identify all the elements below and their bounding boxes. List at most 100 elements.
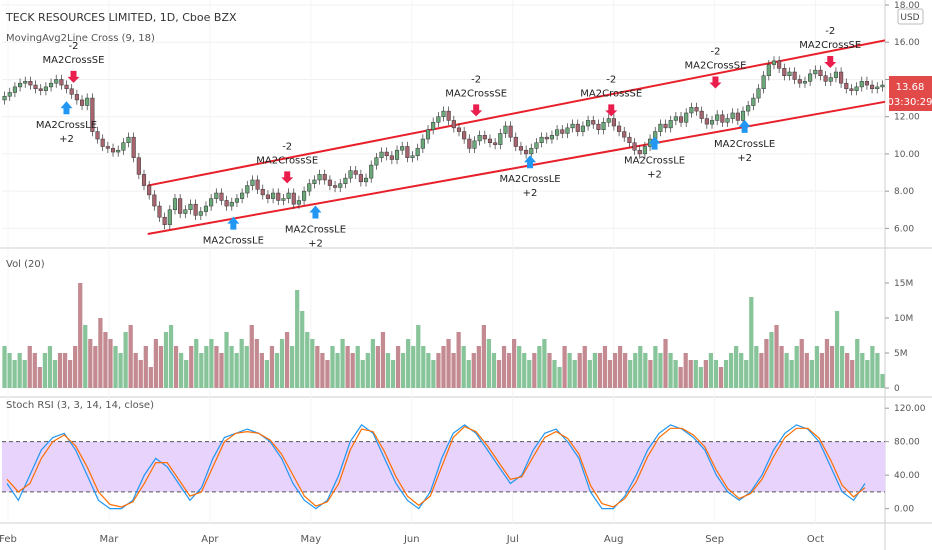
volume-bar (310, 339, 315, 388)
volume-bar (496, 360, 502, 388)
candle (771, 60, 777, 65)
candle (844, 82, 849, 90)
candle (59, 79, 64, 86)
volume-bar (814, 346, 820, 388)
candle (617, 125, 622, 132)
candle (560, 129, 565, 134)
volume-bar (562, 346, 567, 388)
volume-bar (219, 353, 224, 388)
volume-bar (436, 353, 441, 388)
candle (451, 120, 456, 129)
candle (198, 211, 203, 216)
candle (658, 123, 663, 132)
candle (751, 97, 756, 106)
candle (678, 116, 684, 123)
signal-value: -2 (710, 46, 720, 57)
candle (782, 68, 787, 76)
volume-bar (607, 360, 613, 388)
volume-bar (612, 353, 618, 388)
candle (425, 129, 431, 140)
candle (539, 136, 544, 144)
volume-bar (633, 353, 638, 388)
volume-bar (597, 353, 603, 388)
volume-bar (517, 346, 522, 388)
volume-bar (234, 353, 239, 388)
signal-label: MA2CrossSE (580, 88, 642, 99)
candle (302, 190, 307, 201)
volume-bar (623, 353, 628, 388)
candle (369, 164, 374, 179)
candle (317, 174, 322, 181)
month-label: Apr (201, 534, 219, 545)
month-label: Mar (100, 534, 120, 545)
candle (482, 135, 487, 140)
volume-bar (78, 283, 83, 388)
volume-bar (845, 353, 850, 388)
candle (642, 146, 647, 155)
volume-bar (179, 353, 184, 388)
volume-bar (249, 325, 254, 388)
candle (23, 81, 28, 84)
volume-bar (577, 353, 582, 388)
volume-bar (320, 353, 325, 388)
candle (245, 185, 250, 194)
volume-bar (476, 346, 481, 388)
candle (596, 123, 601, 130)
volume-bar (330, 346, 335, 388)
volume-bar (683, 353, 688, 388)
volume-bar (587, 360, 592, 388)
short-signal-arrow (605, 104, 618, 117)
volume-bar (350, 353, 355, 388)
signal-label: MA2CrossSE (256, 155, 318, 166)
long-signal-arrow (524, 155, 537, 169)
volume-bar (794, 346, 799, 388)
volume-bar (204, 346, 209, 388)
channel-lines (147, 39, 886, 235)
volume-bar (128, 325, 133, 388)
signal-value: -2 (825, 26, 835, 37)
candle (766, 64, 771, 76)
currency-badge[interactable] (897, 8, 924, 25)
volume-bar (855, 339, 860, 388)
candles (2, 56, 885, 230)
volume-bar (643, 353, 648, 388)
volume-bar (411, 346, 416, 388)
candle (622, 131, 627, 138)
candle (240, 192, 245, 199)
volume-bar (158, 346, 164, 388)
candle (147, 185, 152, 196)
short-signal-arrow (709, 76, 722, 89)
volume-bar (279, 339, 285, 388)
signal-value: +2 (59, 134, 74, 145)
candle (400, 146, 405, 151)
long-signal-arrow (60, 101, 73, 115)
volume-bar (83, 325, 88, 388)
volume-bar (305, 332, 310, 388)
volume-bar (658, 353, 663, 388)
candle (7, 92, 12, 97)
volume-bar (602, 346, 608, 388)
volume-bar (789, 360, 794, 388)
candle (725, 118, 730, 123)
candle (524, 149, 529, 155)
volume-bar (239, 339, 244, 388)
signal-label: MA2CrossSE (799, 40, 861, 51)
candle (353, 170, 358, 175)
candle (33, 84, 38, 90)
stoch-tick-label: 0.00 (894, 505, 914, 515)
volume-bar (416, 325, 421, 388)
stoch-K-line (6, 424, 866, 510)
volume-bar (103, 332, 108, 388)
candle (338, 183, 343, 188)
volume-bar (486, 339, 492, 388)
candle (363, 177, 369, 183)
volume-bar (244, 346, 249, 388)
candle (379, 151, 384, 158)
price-badge (889, 76, 932, 111)
candle (730, 112, 735, 119)
candle (255, 179, 260, 190)
volume-bar (759, 353, 764, 388)
volume-bar (345, 346, 350, 388)
volume-bar (52, 360, 58, 388)
